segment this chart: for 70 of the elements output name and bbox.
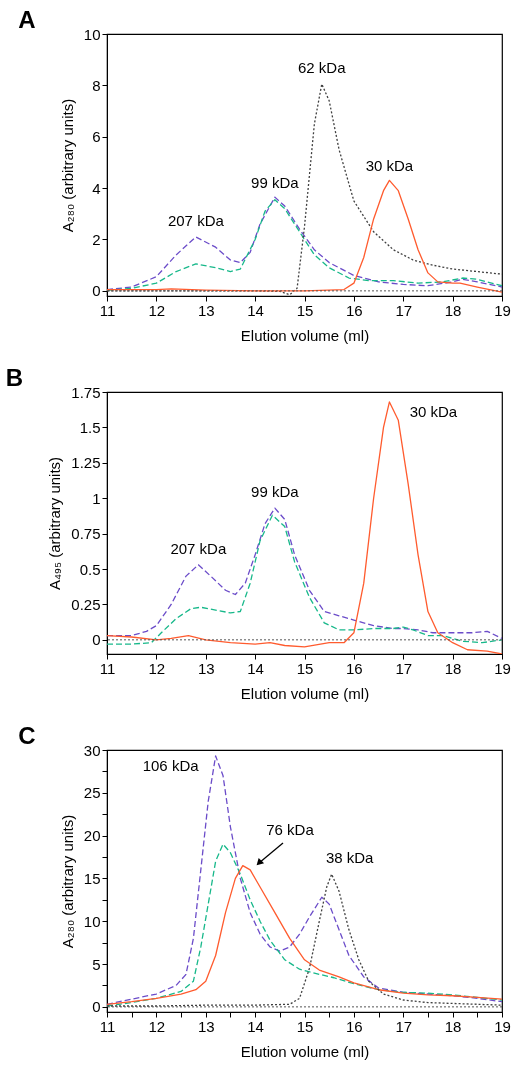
y-tick-label: 0.5: [79, 560, 101, 578]
annotation: 76 kDa: [266, 821, 315, 838]
line-series: [107, 401, 502, 654]
x-tick-label: 11: [99, 301, 116, 319]
line-series: [107, 179, 502, 293]
annotation: 30 kDa: [365, 157, 414, 175]
x-tick-label: 15: [296, 301, 314, 319]
y-axis-title: A₂₈₀ (arbitrary units): [58, 98, 76, 233]
y-tick-label: 0: [92, 282, 101, 300]
y-tick-label: 5: [92, 955, 101, 973]
x-tick-label: 14: [247, 1017, 264, 1035]
x-tick-label: 17: [395, 301, 413, 319]
x-tick-label: 19: [494, 1017, 511, 1035]
y-tick-label: 20: [83, 827, 101, 845]
x-tick-label: 16: [346, 1017, 363, 1035]
x-tick-label: 15: [296, 1017, 314, 1035]
x-tick-label: 18: [444, 1017, 462, 1035]
annotation: 207 kDa: [167, 211, 225, 229]
chart-title: B: [5, 364, 24, 391]
annotation: 106 kDa: [142, 756, 200, 774]
y-tick-label: 25: [83, 784, 101, 802]
annotation: 99 kDa: [251, 174, 300, 192]
x-tick-label: 17: [395, 659, 413, 677]
x-tick-label: 12: [148, 1017, 166, 1035]
x-tick-label: 16: [346, 659, 363, 677]
y-tick-label: 4: [92, 179, 101, 197]
y-tick-label: 10: [83, 912, 101, 930]
x-tick-label: 15: [296, 659, 314, 677]
y-axis-title: A₂₈₀ (arbitrary units): [58, 814, 76, 949]
y-tick-label: 0: [92, 998, 101, 1016]
x-axis-title: Elution volume (ml): [240, 1042, 370, 1060]
x-tick-label: 12: [148, 659, 166, 677]
annotation: 38 kDa: [325, 849, 375, 867]
x-tick-label: 12: [148, 301, 166, 319]
y-tick-label: 6: [92, 128, 101, 146]
x-tick-label: 17: [395, 1017, 413, 1035]
x-tick-label: 18: [444, 301, 462, 319]
x-tick-label: 19: [494, 659, 511, 677]
line-series: [107, 83, 502, 296]
y-tick-label: 15: [83, 869, 101, 887]
chart-title: C: [18, 722, 36, 749]
x-tick-label: 14: [247, 301, 264, 319]
x-tick-label: 11: [99, 1017, 116, 1035]
y-tick-label: 1.25: [71, 454, 101, 472]
x-axis-title: Elution volume (ml): [240, 684, 370, 702]
x-axis-title: Elution volume (ml): [240, 326, 370, 344]
y-tick-label: 2: [92, 230, 101, 248]
x-tick-label: 13: [197, 301, 215, 319]
y-tick-label: 1.75: [71, 383, 101, 401]
y-tick-label: 0.75: [71, 525, 101, 543]
y-tick-label: 0.25: [71, 595, 101, 613]
annotation: 99 kDa: [251, 483, 300, 501]
annotation: 62 kDa: [298, 59, 347, 77]
x-tick-label: 11: [99, 659, 116, 677]
y-tick-label: 30: [83, 741, 101, 759]
y-tick-label: 1: [92, 489, 101, 507]
x-tick-label: 19: [494, 301, 511, 319]
y-tick-label: 0: [92, 631, 101, 649]
y-tick-label: 10: [83, 25, 101, 43]
y-axis-title: A₄₉₅ (arbitrary units): [46, 456, 64, 591]
x-tick-label: 18: [444, 659, 462, 677]
x-tick-label: 13: [197, 659, 215, 677]
y-tick-label: 8: [92, 76, 101, 94]
y-tick-label: 1.5: [79, 418, 101, 436]
annotation: 207 kDa: [170, 539, 227, 557]
x-tick-label: 13: [197, 1017, 215, 1035]
chart-title: A: [18, 6, 36, 33]
x-tick-label: 14: [247, 659, 264, 677]
x-tick-label: 16: [346, 301, 363, 319]
annotation: 30 kDa: [409, 402, 458, 420]
